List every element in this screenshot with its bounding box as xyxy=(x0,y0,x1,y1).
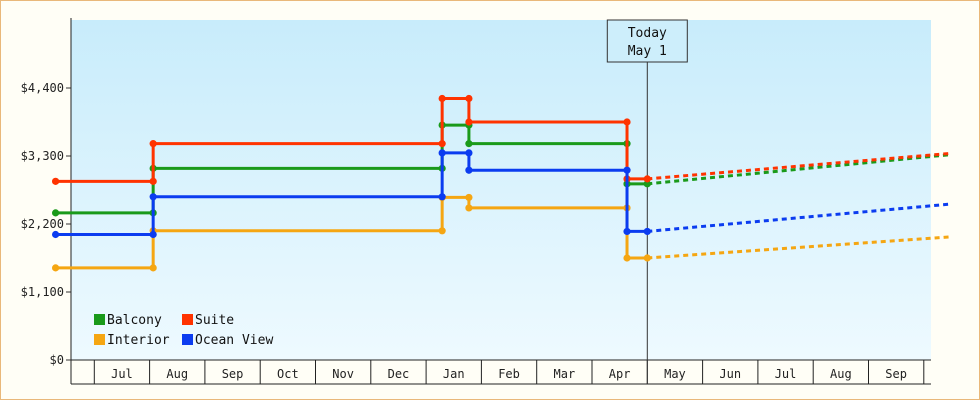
legend-label-ocean-view: Ocean View xyxy=(195,333,273,348)
data-point-ocean-view xyxy=(465,149,472,156)
data-point-suite xyxy=(439,95,446,102)
y-tick-label: $3,300 xyxy=(21,149,64,163)
data-point-suite xyxy=(52,178,59,185)
data-point-ocean-view xyxy=(52,231,59,238)
legend-label-interior: Interior xyxy=(107,333,170,348)
legend-swatch-ocean-view xyxy=(182,334,193,345)
today-label: May 1 xyxy=(628,44,667,59)
data-point-suite xyxy=(644,175,651,182)
data-point-suite xyxy=(439,140,446,147)
data-point-interior xyxy=(644,254,651,261)
x-tick-label: Oct xyxy=(277,367,299,381)
data-point-suite xyxy=(465,118,472,125)
data-point-suite xyxy=(465,95,472,102)
y-tick-label: $4,400 xyxy=(21,81,64,95)
x-tick-label: Sep xyxy=(885,367,907,381)
legend-swatch-suite xyxy=(182,314,193,325)
x-tick-label: Jul xyxy=(775,367,797,381)
data-point-suite xyxy=(623,118,630,125)
legend-swatch-interior xyxy=(94,334,105,345)
legend-label-suite: Suite xyxy=(195,313,234,328)
data-point-interior xyxy=(439,227,446,234)
x-tick-label: Aug xyxy=(830,367,852,381)
x-tick-label: Aug xyxy=(166,367,188,381)
x-tick-label: Jun xyxy=(719,367,741,381)
data-point-ocean-view xyxy=(439,193,446,200)
data-point-ocean-view xyxy=(623,228,630,235)
data-point-interior xyxy=(623,254,630,261)
y-tick-label: $1,100 xyxy=(21,285,64,299)
plot-area xyxy=(71,20,931,360)
y-tick-label: $2,200 xyxy=(21,217,64,231)
data-point-ocean-view xyxy=(465,167,472,174)
x-tick-label: Apr xyxy=(609,367,631,381)
x-tick-label: Jan xyxy=(443,367,465,381)
data-point-interior xyxy=(465,194,472,201)
data-point-interior xyxy=(465,204,472,211)
x-tick-label: May xyxy=(664,367,686,381)
x-tick-label: Dec xyxy=(388,367,410,381)
data-point-interior xyxy=(52,264,59,271)
data-point-balcony xyxy=(465,140,472,147)
legend-swatch-balcony xyxy=(94,314,105,325)
legend-label-balcony: Balcony xyxy=(107,313,162,328)
data-point-ocean-view xyxy=(623,167,630,174)
data-point-ocean-view xyxy=(439,149,446,156)
data-point-ocean-view xyxy=(644,228,651,235)
x-tick-label: Feb xyxy=(498,367,520,381)
data-point-suite xyxy=(150,178,157,185)
x-tick-label: Sep xyxy=(222,367,244,381)
today-label: Today xyxy=(628,26,667,41)
y-tick-label: $0 xyxy=(50,353,64,367)
data-point-interior xyxy=(150,264,157,271)
data-point-ocean-view xyxy=(150,193,157,200)
x-tick-label: Jul xyxy=(111,367,133,381)
data-point-balcony xyxy=(52,209,59,216)
data-point-ocean-view xyxy=(150,231,157,238)
x-tick-label: Mar xyxy=(554,367,576,381)
data-point-suite xyxy=(150,140,157,147)
x-tick-label: Nov xyxy=(332,367,354,381)
